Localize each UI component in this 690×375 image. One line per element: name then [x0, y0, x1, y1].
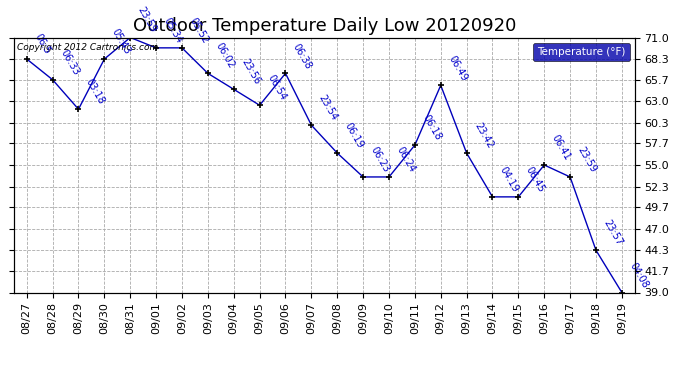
Title: Outdoor Temperature Daily Low 20120920: Outdoor Temperature Daily Low 20120920 — [132, 16, 516, 34]
Text: 04:19: 04:19 — [498, 165, 520, 194]
Text: 06:41: 06:41 — [550, 133, 572, 162]
Text: 03:18: 03:18 — [84, 77, 106, 106]
Text: 23:59: 23:59 — [136, 6, 159, 35]
Text: 04:08: 04:08 — [627, 261, 650, 290]
Text: 23:59: 23:59 — [575, 145, 598, 174]
Text: 06:02: 06:02 — [213, 42, 236, 70]
Text: 05:34: 05:34 — [161, 16, 184, 45]
Text: 06:38: 06:38 — [291, 42, 313, 70]
Text: 06:18: 06:18 — [420, 113, 443, 142]
Text: 06:24: 06:24 — [395, 145, 417, 174]
Legend: Temperature (°F): Temperature (°F) — [533, 43, 629, 61]
Text: 06:33: 06:33 — [58, 48, 81, 77]
Text: 06:5: 06:5 — [32, 32, 52, 56]
Text: 06:19: 06:19 — [343, 121, 365, 150]
Text: 23:57: 23:57 — [602, 218, 624, 248]
Text: 23:42: 23:42 — [472, 121, 495, 150]
Text: 05:43: 05:43 — [110, 27, 132, 56]
Text: 06:23: 06:23 — [368, 145, 391, 174]
Text: 23:56: 23:56 — [239, 57, 262, 87]
Text: 05:52: 05:52 — [188, 16, 210, 45]
Text: 06:54: 06:54 — [265, 74, 288, 102]
Text: 06:45: 06:45 — [524, 165, 546, 194]
Text: Copyright 2012 Cartronics.com: Copyright 2012 Cartronics.com — [17, 43, 158, 52]
Text: 06:49: 06:49 — [446, 54, 469, 82]
Text: 23:54: 23:54 — [317, 93, 339, 122]
